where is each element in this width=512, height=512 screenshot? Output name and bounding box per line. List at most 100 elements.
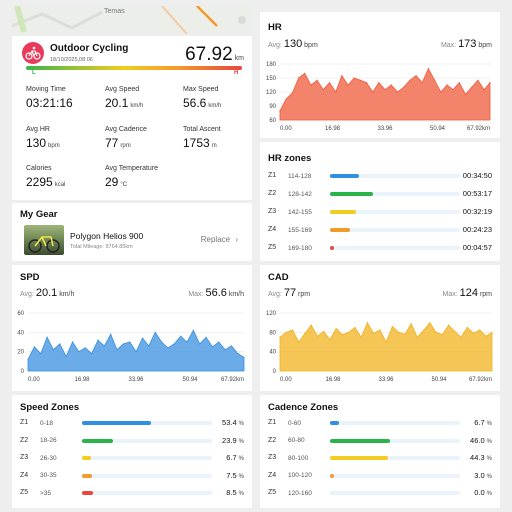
activity-distance: 67.92 km	[185, 44, 244, 66]
data-point	[297, 77, 300, 79]
data-point	[410, 323, 412, 325]
zone-bar-fill	[82, 421, 152, 425]
zone-row-z4: Z4 30-35 7.5%	[12, 470, 252, 484]
data-point	[310, 324, 312, 326]
zone-name: Z1	[268, 419, 277, 426]
data-point	[279, 336, 281, 338]
zone-range: 120-160	[288, 489, 312, 497]
speed-zones-list: Z1 0-18 53.4% Z2 18-26 23.9% Z3 26-30 6.7% Z4 30-3…	[12, 417, 252, 505]
zone-bar-track	[330, 174, 460, 178]
data-point	[154, 331, 156, 333]
data-point	[391, 325, 393, 328]
data-point	[379, 329, 381, 331]
cadence-zones-card: Cadence Zones Z1 0-60 6.7% Z2 60-80 46.0% Z3 80…	[260, 395, 500, 508]
replace-label: Replace	[200, 235, 231, 244]
data-point	[440, 91, 442, 93]
activity-summary-card: Outdoor Cycling 18/10/2025,08:06 67.92 km…	[12, 36, 252, 200]
hr-title: HR	[268, 22, 282, 33]
scale-high-label: H	[234, 70, 239, 76]
data-point	[471, 86, 473, 88]
series-area	[27, 329, 245, 372]
stat-value: 29 °C	[105, 175, 128, 189]
y-tick-label: 40	[17, 330, 24, 336]
data-point	[359, 79, 361, 81]
zone-name: Z3	[20, 454, 29, 461]
zone-bar-fill	[330, 210, 356, 214]
zone-bar-track	[330, 228, 460, 232]
chevron-right-icon: ›	[235, 235, 238, 244]
data-point	[335, 91, 337, 93]
data-point	[347, 84, 349, 86]
data-point	[291, 329, 294, 331]
data-point	[285, 98, 287, 100]
data-point	[135, 351, 137, 353]
cadence-zones-title: Cadence Zones	[268, 402, 339, 413]
data-point	[341, 334, 344, 336]
replace-button[interactable]: Replace ›	[201, 235, 238, 244]
zone-value: 0.0%	[474, 488, 492, 497]
data-point	[27, 358, 29, 360]
x-tick-label: 16.98	[325, 126, 341, 132]
data-point	[466, 326, 468, 329]
zone-bar-track	[330, 421, 460, 425]
cad-title: CAD	[268, 272, 289, 283]
data-point	[52, 349, 55, 351]
data-point	[91, 353, 93, 355]
zone-value: 6.7%	[474, 418, 492, 427]
x-tick-label: 50.94	[431, 377, 447, 383]
data-point	[103, 345, 105, 347]
data-point	[186, 341, 188, 343]
speed-zones-card: Speed Zones Z1 0-18 53.4% Z2 18-26 23.9% Z3 26-…	[12, 395, 252, 508]
data-point	[464, 93, 467, 95]
zone-row-z1: Z1 114-128 00:34:50	[260, 170, 500, 184]
zone-bar-fill	[330, 421, 339, 425]
data-point	[199, 343, 201, 345]
stat-value: 03:21:16	[26, 96, 73, 110]
data-point	[353, 77, 355, 79]
y-tick-label: 0	[21, 369, 25, 375]
zone-value: 00:34:50	[462, 171, 492, 180]
data-point	[84, 347, 86, 349]
stat-value: 130 bpm	[26, 136, 60, 150]
data-point	[65, 355, 67, 358]
zone-bar-fill	[330, 228, 350, 232]
zone-range: 0-60	[288, 419, 302, 427]
zone-value: 00:04:57	[462, 243, 492, 252]
zone-range: 26-30	[40, 454, 57, 462]
zone-name: Z2	[268, 436, 277, 444]
data-point	[354, 326, 356, 329]
data-point	[40, 353, 42, 355]
series-area	[279, 321, 493, 372]
zone-range: 0-18	[40, 419, 54, 427]
x-tick-label: 33.96	[377, 126, 393, 132]
data-point	[378, 82, 380, 84]
zone-range: >35	[40, 489, 52, 497]
zone-name: Z4	[20, 471, 29, 479]
route-map-canvas	[12, 6, 252, 34]
zone-name: Z5	[268, 244, 277, 251]
data-point	[192, 329, 194, 331]
zone-range: 30-35	[40, 472, 57, 479]
data-point	[122, 343, 125, 345]
zone-bar-fill	[82, 473, 92, 478]
gear-item[interactable]: Polygon Helios 900 Total Mileage: 9764.8…	[12, 223, 252, 259]
route-map[interactable]: Temas	[12, 6, 252, 34]
stat-value: 77 rpm	[105, 136, 131, 150]
zone-row-z3: Z3 26-30 6.7%	[12, 452, 252, 466]
data-point	[329, 338, 331, 341]
data-point	[78, 351, 80, 353]
cad-chart-card: CAD Avg: 77 rpm Max: 124 rpm 0 40 80 120 0.0…	[260, 265, 500, 391]
data-point	[148, 345, 150, 347]
zone-value: 8.5%	[226, 488, 244, 497]
y-tick-label: 150	[266, 76, 277, 82]
data-point	[304, 72, 306, 74]
zone-row-z2: Z2 18-26 23.9%	[12, 435, 252, 449]
zone-row-z4: Z4 100-120 3.0%	[260, 470, 500, 484]
zone-bar-track	[82, 421, 212, 425]
y-tick-label: 20	[17, 350, 24, 356]
zone-bar-fill	[330, 473, 334, 478]
zone-row-z3: Z3 142-155 00:32:19	[260, 206, 500, 220]
data-point	[218, 341, 220, 343]
data-point	[279, 110, 281, 112]
zone-bar-fill	[82, 491, 94, 495]
